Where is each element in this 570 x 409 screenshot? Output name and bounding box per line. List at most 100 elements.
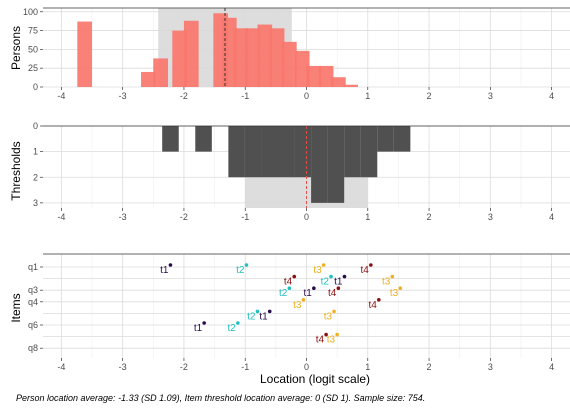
- threshold-point-label: t4: [368, 300, 377, 311]
- threshold-point-label: t3: [390, 288, 399, 299]
- x-tick-label: 3: [488, 362, 493, 372]
- threshold-point-label: t1: [304, 288, 313, 299]
- person-bar: [245, 28, 260, 87]
- x-tick-label: -4: [57, 91, 65, 101]
- threshold-point: [202, 321, 206, 325]
- threshold-point: [336, 286, 341, 291]
- item-tick-label: q4: [28, 297, 38, 307]
- threshold-point: [168, 263, 173, 267]
- person-bar: [172, 30, 188, 88]
- y-tick-label: 100: [23, 7, 38, 17]
- x-tick-label: 3: [488, 91, 493, 101]
- x-tick-label: 4: [549, 362, 554, 372]
- threshold-point: [255, 309, 260, 314]
- x-tick-label: -3: [119, 212, 127, 222]
- y-tick-label: 0: [33, 82, 38, 92]
- threshold-bar: [344, 126, 361, 178]
- threshold-point-label: t1: [334, 277, 343, 288]
- threshold-point: [312, 286, 316, 291]
- threshold-point: [332, 309, 336, 314]
- threshold-bar: [228, 126, 245, 178]
- x-tick-label: -2: [180, 212, 188, 222]
- threshold-point-label: t4: [316, 335, 325, 346]
- person-bar: [233, 28, 249, 87]
- x-tick-label: 1: [365, 362, 370, 372]
- x-tick-label: 0: [304, 91, 309, 101]
- threshold-point: [236, 321, 240, 325]
- x-tick-label: 1: [365, 212, 370, 222]
- x-tick-label: -1: [241, 212, 249, 222]
- threshold-point: [390, 274, 395, 279]
- threshold-point-label: t1: [194, 323, 203, 334]
- x-tick-label: 0: [304, 212, 309, 222]
- persons-panel: 0 25 50 75 100 -4 -3 -2 -1 0 1 2 3 4: [23, 7, 570, 101]
- thresholds-axis-title: Thresholds: [9, 141, 23, 200]
- threshold-point-label: t4: [328, 288, 337, 299]
- threshold-bar: [327, 126, 345, 203]
- threshold-bar: [311, 126, 328, 203]
- x-tick-label: 0: [304, 362, 309, 372]
- threshold-point: [301, 298, 306, 302]
- threshold-point-label: t2: [228, 323, 237, 334]
- person-bar: [141, 71, 156, 87]
- person-bar: [257, 24, 273, 87]
- threshold-bar: [294, 126, 312, 178]
- x-tick-label: 4: [549, 91, 554, 101]
- x-tick-label: 1: [365, 91, 370, 101]
- x-tick-label: 2: [427, 362, 432, 372]
- person-bar: [269, 28, 285, 87]
- threshold-point: [287, 286, 292, 291]
- persons-axis-title: Persons: [9, 26, 23, 70]
- caption: Person location average: -1.33 (SD 1.09)…: [16, 393, 425, 403]
- threshold-point-label: t1: [160, 265, 169, 276]
- person-bar: [331, 77, 346, 87]
- items-axis-title: Items: [9, 293, 23, 322]
- threshold-point-label: t3: [327, 335, 336, 346]
- threshold-bar: [244, 126, 262, 178]
- x-tick-label: -1: [241, 91, 249, 101]
- person-bar: [318, 65, 334, 87]
- x-tick-label: 3: [488, 212, 493, 222]
- threshold-point-label: t3: [313, 265, 322, 276]
- person-bar: [294, 50, 310, 87]
- threshold-point-label: t4: [284, 277, 293, 288]
- person-bar: [281, 41, 297, 87]
- x-tick-label: -2: [180, 362, 188, 372]
- item-tick-label: q3: [28, 285, 38, 295]
- y-tick-label: 75: [28, 26, 38, 36]
- y-tick-label: 25: [28, 63, 38, 73]
- threshold-point: [321, 263, 326, 267]
- x-axis-title: Location (logit scale): [260, 372, 370, 386]
- threshold-point-label: t2: [247, 311, 256, 322]
- threshold-point: [377, 298, 381, 302]
- y-tick-label: 3: [33, 198, 38, 208]
- person-bar: [77, 21, 93, 88]
- threshold-bar: [393, 126, 411, 152]
- threshold-point-label: t1: [259, 311, 268, 322]
- threshold-point-label: t3: [382, 277, 391, 288]
- threshold-point: [324, 332, 328, 337]
- x-tick-label: -4: [57, 362, 65, 372]
- threshold-bar: [377, 126, 394, 152]
- item-tick-label: q1: [28, 262, 38, 272]
- person-bar: [153, 58, 169, 87]
- threshold-point: [329, 274, 333, 279]
- item-tick-label: q8: [28, 343, 38, 353]
- threshold-bar: [278, 126, 295, 178]
- threshold-bar: [360, 126, 378, 178]
- x-tick-label: -2: [180, 91, 188, 101]
- threshold-bar: [162, 126, 179, 152]
- threshold-bar: [195, 126, 212, 152]
- threshold-point-label: t2: [279, 288, 288, 299]
- threshold-point: [369, 263, 373, 267]
- x-tick-label: -3: [119, 91, 127, 101]
- person-bar: [221, 17, 237, 87]
- threshold-point: [267, 309, 272, 314]
- threshold-point-label: t2: [321, 277, 330, 288]
- person-bar: [306, 65, 322, 87]
- y-tick-label: 1: [33, 147, 38, 157]
- x-tick-label: 2: [427, 91, 432, 101]
- person-bar: [343, 84, 358, 87]
